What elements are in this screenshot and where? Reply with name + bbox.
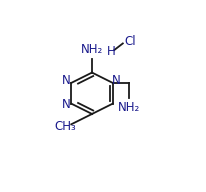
Text: Cl: Cl bbox=[124, 35, 136, 48]
Text: N: N bbox=[62, 98, 71, 111]
Text: N: N bbox=[62, 74, 71, 87]
Text: NH₂: NH₂ bbox=[81, 43, 103, 56]
Text: NH₂: NH₂ bbox=[118, 101, 140, 114]
Text: CH₃: CH₃ bbox=[54, 120, 76, 133]
Text: N: N bbox=[112, 74, 120, 87]
Text: H: H bbox=[107, 45, 116, 58]
